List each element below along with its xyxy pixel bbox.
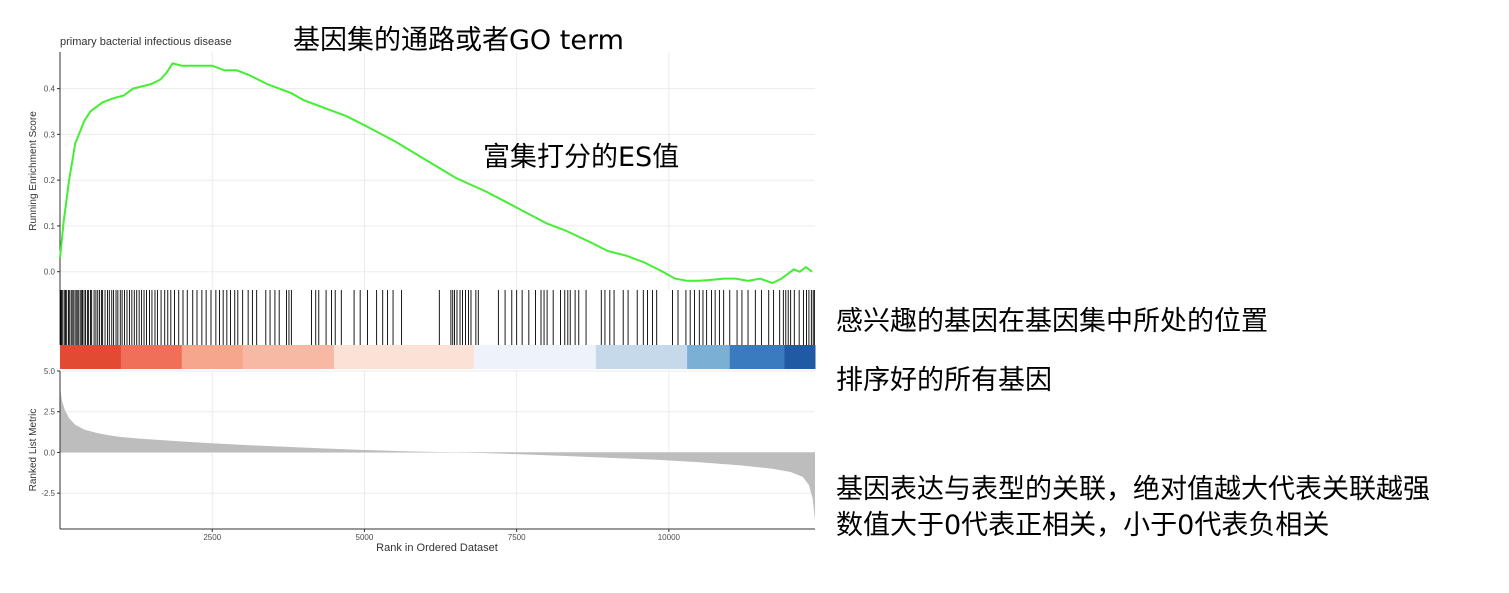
metric-area [60, 387, 815, 521]
heatmap-segment [595, 345, 688, 369]
es-y-tick-label: 0.0 [44, 268, 56, 277]
es-y-tick-label: 0.3 [44, 130, 56, 139]
x-tick-label: 7500 [508, 533, 526, 542]
es-y-tick-label: 0.4 [44, 85, 56, 94]
heatmap-segment [784, 345, 816, 369]
heatmap-segment [333, 345, 475, 369]
es-y-tick-label: 0.2 [44, 176, 56, 185]
annotation-pathway: 基因集的通路或者GO term [293, 25, 624, 56]
x-tick-label: 5000 [356, 533, 374, 542]
metric-y-ticks: 5.0 2.5 0.0 -2.5 [41, 367, 60, 498]
metric-y-axis-label: Ranked List Metric [28, 409, 39, 492]
heatmap-segment [60, 345, 122, 369]
heatmap-segment [687, 345, 731, 369]
annotation-ranked-genes: 排序好的所有基因 [836, 365, 1052, 396]
annotation-es-value: 富集打分的ES值 [483, 142, 680, 173]
annotation-correlation-line1: 基因表达与表型的关联，绝对值越大代表关联越强 [836, 474, 1430, 505]
metric-y-tick-label: 2.5 [44, 408, 56, 417]
metric-y-tick-label: 5.0 [44, 367, 56, 376]
heatmap-segment [120, 345, 183, 369]
annotation-gene-position: 感兴趣的基因在基因集中所处的位置 [836, 306, 1268, 337]
es-y-ticks: 0.0 0.1 0.2 0.3 0.4 [44, 85, 60, 277]
hits-panel [59, 290, 815, 345]
es-y-axis-label: Running Enrichment Score [28, 111, 39, 231]
heatmap-segment [729, 345, 786, 369]
heatmap-segment [242, 345, 335, 369]
x-tick-label: 2500 [203, 533, 221, 542]
es-y-tick-label: 0.1 [44, 222, 56, 231]
heatmap-segment [474, 345, 597, 369]
chart-title: primary bacterial infectious disease [60, 36, 232, 48]
es-panel: 0.0 0.1 0.2 0.3 0.4 Running Enrichment Score [28, 52, 815, 290]
gene-hit-lines [60, 290, 815, 345]
ranking-heatmap [60, 345, 816, 369]
metric-y-tick-label: -2.5 [41, 489, 55, 498]
heatmap-segment [181, 345, 244, 369]
es-series-line [59, 62, 813, 285]
metric-y-tick-label: 0.0 [44, 448, 56, 457]
metric-panel: 5.0 2.5 0.0 -2.5 2500 5000 7500 10000 Ranked L… [28, 367, 815, 554]
x-ticks: 2500 5000 7500 10000 [203, 529, 681, 542]
x-tick-label: 10000 [658, 533, 681, 542]
x-axis-label: Rank in Ordered Dataset [376, 542, 498, 554]
es-gridlines [60, 52, 815, 290]
annotation-correlation-line2: 数值大于0代表正相关，小于0代表负相关 [836, 510, 1330, 541]
